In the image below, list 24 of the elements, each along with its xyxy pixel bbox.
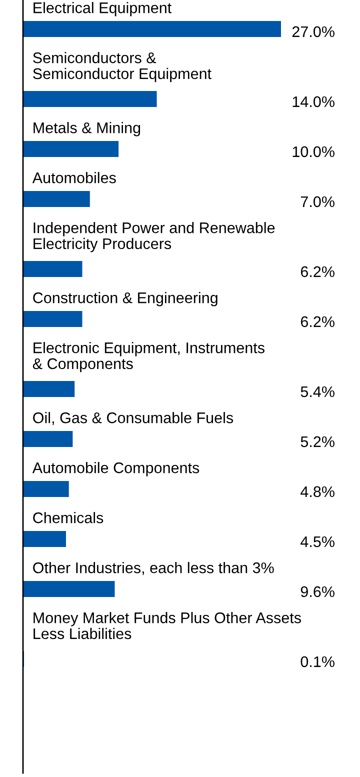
y-tick-label: Electronic Equipment, Instruments & Components <box>32 342 264 372</box>
data-label: 14.0% <box>292 96 334 108</box>
data-label: 5.2% <box>300 436 334 448</box>
data-label: 4.5% <box>300 536 334 548</box>
y-tick-label: Automobiles <box>32 172 116 184</box>
y-tick-label: Chemicals <box>33 512 104 524</box>
data-label: 5.4% <box>300 386 334 398</box>
y-tick-label: Construction & Engineering <box>33 292 218 306</box>
y-tick-label: Other Industries, each less than 3% <box>33 562 274 576</box>
data-label: 4.8% <box>300 486 334 498</box>
y-tick-label: Metals & Mining <box>34 122 140 136</box>
data-label: 27.0% <box>292 26 334 38</box>
y-tick-label: Money Market Funds Plus Other Assets Less Liabilities <box>34 612 301 640</box>
data-label: 10.0% <box>292 146 334 158</box>
y-tick-label: Independent Power and Renewable Electricity Producers <box>34 222 275 252</box>
y-tick-label: Automobile Components <box>32 462 200 476</box>
data-label: 9.6% <box>300 586 334 598</box>
data-label: 6.2% <box>300 316 334 328</box>
data-label: 0.1% <box>300 656 334 668</box>
data-label: 6.2% <box>300 266 334 278</box>
y-tick-label: Semiconductors & Semiconductor Equipment <box>33 52 212 82</box>
y-tick-label: Electrical Equipment <box>34 2 172 16</box>
data-label: 7.0% <box>300 196 334 208</box>
y-tick-label: Oil, Gas & Consumable Fuels <box>33 412 234 426</box>
